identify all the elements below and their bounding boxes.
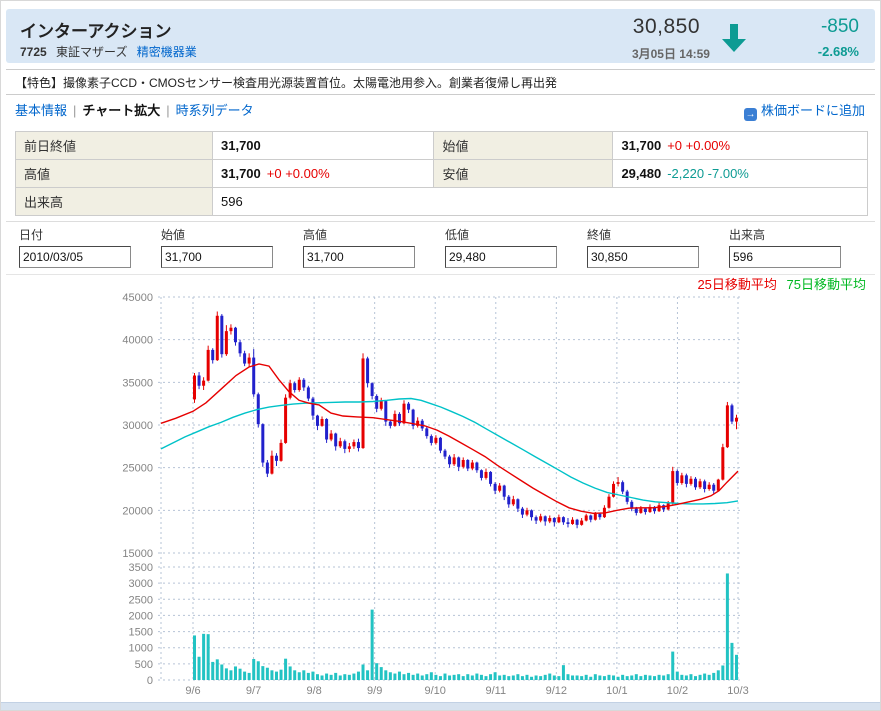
price-axis-label: 25000 xyxy=(122,463,153,475)
date-axis-label: 9/6 xyxy=(185,685,200,697)
volume-axis-label: 1000 xyxy=(129,643,153,655)
add-board-link[interactable]: 株価ボードに追加 xyxy=(760,103,865,118)
table-row: 高値 31,700 +0 +0.00% 安値 29,480 -2,220 -7.00… xyxy=(15,159,868,188)
date-axis-label: 9/11 xyxy=(485,685,506,697)
table-row: 前日終値 31,700 始値 31,700 +0 +0.00% xyxy=(15,131,868,160)
volume-axis-label: 3500 xyxy=(129,562,153,574)
date-axis-label: 9/9 xyxy=(367,685,382,697)
price-change: -850 xyxy=(820,16,859,37)
date-axis-label: 9/7 xyxy=(246,685,261,697)
down-arrow-icon xyxy=(722,24,746,52)
volume-axis-label: 0 xyxy=(147,675,153,687)
price-volume-chart: 15000 20000 25000 30000 35000 40000 45000 0 500 1… xyxy=(1,281,880,705)
price-axis-label: 15000 xyxy=(122,548,153,560)
stock-market: 東証マザーズ xyxy=(56,45,128,59)
quote-datetime: 3月05日 14:59 xyxy=(631,47,710,61)
value-volume: 596 xyxy=(212,187,868,216)
field-date: 日付 xyxy=(19,226,159,268)
field-open: 始値 xyxy=(161,226,301,268)
ma75-legend-label: 75日移動平均 xyxy=(786,277,866,292)
volume-axis-label: 2000 xyxy=(129,610,153,622)
label-low: 安値 xyxy=(433,159,614,188)
field-label: 出来高 xyxy=(729,228,766,242)
tab-basic-info[interactable]: 基本情報 xyxy=(15,103,68,118)
open-input[interactable] xyxy=(161,246,273,268)
ma25-legend-label: 25日移動平均 xyxy=(697,277,777,292)
value-prev-close: 31,700 xyxy=(211,131,435,160)
label-open: 始値 xyxy=(433,131,614,160)
stock-chart-svg: 15000 20000 25000 30000 35000 40000 45000 0 500 1… xyxy=(122,292,748,697)
price-axis-label: 20000 xyxy=(122,505,153,517)
label-high: 高値 xyxy=(15,159,213,188)
label-volume: 出来高 xyxy=(15,187,213,216)
date-axis-label: 10/3 xyxy=(727,685,748,697)
field-label: 高値 xyxy=(303,228,328,242)
date-input[interactable] xyxy=(19,246,131,268)
volume-axis-label: 1500 xyxy=(129,627,153,639)
date-axis-label: 9/12 xyxy=(546,685,567,697)
field-low: 低値 xyxy=(445,226,585,268)
field-label: 始値 xyxy=(161,228,186,242)
industry-link[interactable]: 精密機器業 xyxy=(136,45,197,59)
table-row: 出来高 596 xyxy=(15,187,868,216)
ma25-line xyxy=(160,363,739,515)
stock-header: インターアクション 7725 東証マザーズ 精密機器業 30,850 3月05日… xyxy=(6,9,875,63)
price-axis-label: 40000 xyxy=(122,335,153,347)
nav-separator: | xyxy=(166,103,170,118)
volume-axis-label: 3000 xyxy=(129,578,153,590)
value-high: 31,700 +0 +0.00% xyxy=(211,159,435,188)
price-axis-label: 35000 xyxy=(122,377,153,389)
value-low: 29,480 -2,220 -7.00% xyxy=(612,159,868,188)
value-open: 31,700 +0 +0.00% xyxy=(612,131,868,160)
quote-summary-table: 前日終値 31,700 始値 31,700 +0 +0.00% 高値 31,700… xyxy=(15,131,868,216)
volume-axis-label: 500 xyxy=(135,659,153,671)
add-to-board[interactable]: → 株価ボードに追加 xyxy=(743,97,865,125)
current-price: 30,850 xyxy=(632,15,700,38)
field-volume: 出来高 xyxy=(729,226,869,268)
date-axis-label: 10/1 xyxy=(606,685,627,697)
field-high: 高値 xyxy=(303,226,443,268)
stock-subline: 7725 東証マザーズ 精密機器業 xyxy=(20,43,197,60)
price-axis-label: 45000 xyxy=(122,292,153,304)
label-prev-close: 前日終値 xyxy=(15,131,213,160)
quote-input-row: 日付 始値 高値 低値 終値 出来高 xyxy=(6,221,875,275)
nav-tabs: 基本情報 | チャート拡大 | 時系列データ xyxy=(15,97,254,125)
price-change-percent: -2.68% xyxy=(817,44,859,59)
field-close: 終値 xyxy=(587,226,727,268)
price-axis-label: 30000 xyxy=(122,420,153,432)
low-input[interactable] xyxy=(445,246,557,268)
stock-code: 7725 xyxy=(20,45,47,59)
ma75-line xyxy=(160,397,739,505)
field-label: 日付 xyxy=(19,228,44,242)
bottom-section-edge xyxy=(1,702,880,710)
high-input[interactable] xyxy=(303,246,415,268)
date-axis-label: 9/8 xyxy=(306,685,321,697)
add-board-icon: → xyxy=(743,108,757,121)
date-axis-label: 10/2 xyxy=(667,685,688,697)
nav-separator: | xyxy=(73,103,77,118)
stock-name: インターアクション xyxy=(20,22,172,41)
date-axis-label: 9/10 xyxy=(425,685,446,697)
field-label: 終値 xyxy=(587,228,612,242)
stock-nav: 基本情報 | チャート拡大 | 時系列データ → 株価ボードに追加 xyxy=(6,97,875,125)
ma-legend: 25日移動平均 75日移動平均 xyxy=(691,274,866,293)
close-input[interactable] xyxy=(587,246,699,268)
company-feature-text: 【特色】撮像素子CCD・CMOSセンサー検査用光源装置首位。太陽電池用参入。創業… xyxy=(6,69,875,95)
volume-input[interactable] xyxy=(729,246,841,268)
tab-chart-zoom[interactable]: チャート拡大 xyxy=(82,103,161,118)
field-label: 低値 xyxy=(445,228,470,242)
volume-axis-label: 2500 xyxy=(129,594,153,606)
tab-time-series[interactable]: 時系列データ xyxy=(175,103,254,118)
